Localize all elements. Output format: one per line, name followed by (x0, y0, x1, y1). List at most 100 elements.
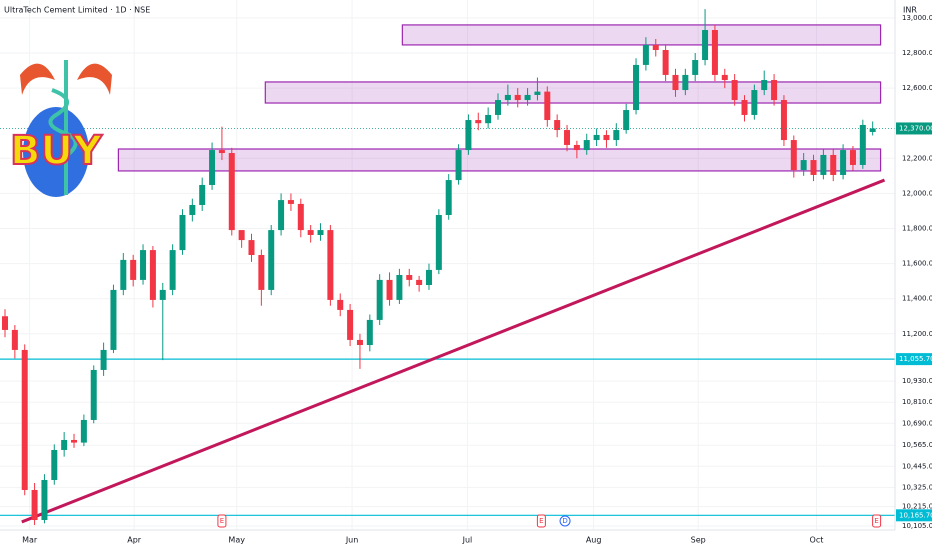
candle-body (120, 259, 127, 290)
candle-body (61, 439, 68, 450)
candle-body (209, 150, 216, 185)
candle-body (218, 150, 225, 154)
candle-body (356, 339, 363, 346)
candle-body (140, 250, 147, 280)
event-marker (536, 514, 546, 528)
candle-body (425, 269, 432, 286)
y-tick-label: 11,600.00 (902, 260, 932, 268)
candle-body (317, 230, 324, 235)
level-tag (896, 353, 932, 366)
level-label: 11,055.70 (899, 355, 932, 363)
candle-body (662, 50, 669, 75)
candle-body (702, 30, 709, 61)
y-tick-label: 10,325.00 (902, 483, 932, 491)
candle-body (130, 259, 137, 280)
event-label: E (220, 517, 224, 525)
candle-body (21, 349, 28, 490)
candle-body (100, 349, 107, 370)
currency: INR (903, 6, 917, 15)
candle-body (455, 150, 462, 181)
candle-body (613, 130, 620, 141)
candle-body (524, 94, 531, 101)
x-tick-label: Aug (586, 536, 602, 545)
candle-body (495, 100, 501, 115)
candle-body (337, 299, 344, 310)
event-marker (872, 514, 882, 528)
candle-body (790, 140, 797, 171)
candle-body (682, 74, 689, 91)
y-tick-label: 11,200.00 (902, 330, 932, 338)
y-tick-label: 10,690.00 (902, 419, 932, 427)
candle-body (544, 91, 551, 121)
y-tick-label: 13,000.00 (902, 14, 932, 22)
price-axis-bg (895, 0, 932, 550)
candle-body (179, 214, 186, 251)
candle-body (603, 134, 610, 141)
trendline (21, 178, 886, 524)
candle-body (514, 94, 521, 101)
candle-body (51, 449, 58, 480)
logo-text: BUY (10, 128, 103, 174)
candle-body (751, 90, 758, 115)
logo-wing (77, 63, 112, 95)
x-tick-label: May (228, 536, 245, 545)
event-marker (559, 515, 571, 527)
y-tick-label: 12,000.00 (902, 189, 932, 197)
candle-body (386, 279, 393, 300)
candle-body (228, 153, 235, 231)
level-tag (896, 509, 932, 522)
candle-body (278, 200, 285, 231)
candle-body (771, 80, 778, 101)
chart-title: UltraTech Cement Limited · 1D · NSE (4, 6, 150, 15)
candle-body (633, 64, 640, 111)
buy-logo: BUY (9, 60, 112, 197)
candle-body (554, 120, 561, 131)
candle-body (820, 154, 827, 175)
candle-body (31, 489, 38, 520)
y-tick-label: 11,800.00 (902, 224, 932, 232)
candle-body (287, 200, 294, 204)
candle-body (593, 134, 600, 141)
candle-body (731, 80, 738, 101)
y-tick-label: 12,600.00 (902, 84, 932, 92)
y-tick-label: 10,445.00 (902, 462, 932, 470)
y-tick-label: 12,200.00 (902, 154, 932, 162)
y-tick-label: 10,565.00 (902, 441, 932, 449)
candle-body (347, 309, 354, 340)
candle-body (71, 439, 78, 443)
y-tick-label: 10,930.00 (902, 377, 932, 385)
zone (117, 148, 882, 172)
last-price-label: 12,370.00 (899, 124, 932, 132)
candle-body (238, 230, 245, 241)
candle-body (583, 140, 590, 151)
candle-body (416, 279, 423, 286)
candle-body (849, 150, 856, 165)
candle-body (396, 275, 403, 300)
candle-body (297, 203, 304, 231)
candle-body (149, 250, 156, 300)
candle-body (327, 230, 334, 300)
candle-body (504, 94, 511, 101)
candle-body (692, 60, 699, 75)
y-tick-label: 11,400.00 (902, 295, 932, 303)
y-tick-label: 10,215.00 (902, 503, 932, 511)
level-label: 10,165.70 (899, 511, 932, 519)
candle-body (366, 319, 373, 346)
event-label: E (874, 517, 878, 525)
candle-body (199, 184, 206, 205)
candle-body (830, 154, 837, 175)
candle-body (564, 130, 571, 145)
candle-body (406, 275, 413, 280)
candle-body (721, 74, 728, 81)
candle-body (248, 240, 255, 255)
candle-body (465, 120, 472, 151)
candle-body (623, 110, 630, 131)
zone (264, 81, 882, 104)
candle-body (652, 44, 659, 51)
x-tick-label: Mar (22, 536, 38, 545)
candle-body (485, 114, 492, 124)
candle-body (159, 289, 166, 300)
candle-body (869, 128, 876, 132)
candle-body (445, 180, 452, 215)
plot-area (0, 0, 895, 530)
